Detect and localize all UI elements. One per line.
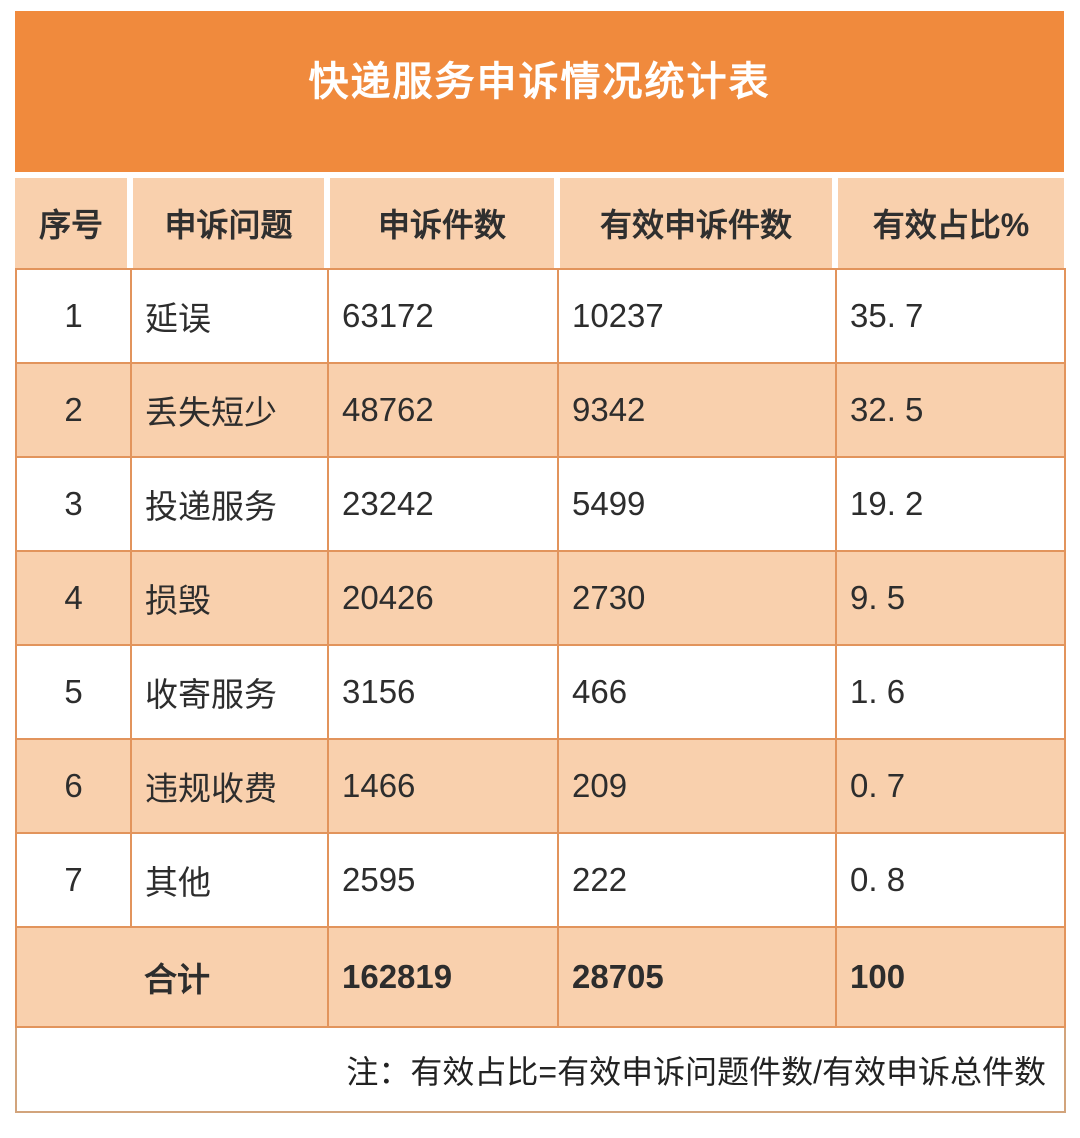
table-row: 5 收寄服务 3156 466 1. 6 bbox=[15, 644, 1066, 740]
cell-valid: 2730 bbox=[557, 550, 837, 646]
cell-issue: 投递服务 bbox=[130, 456, 329, 552]
cell-pct: 0. 7 bbox=[835, 738, 1066, 834]
cell-count: 3156 bbox=[327, 644, 559, 740]
table-row: 2 丢失短少 48762 9342 32. 5 bbox=[15, 362, 1066, 458]
cell-count: 20426 bbox=[327, 550, 559, 646]
cell-valid: 9342 bbox=[557, 362, 837, 458]
data-table: 1 延误 63172 10237 35. 7 2 丢失短少 48762 9342… bbox=[15, 268, 1066, 1113]
total-row: 合计 162819 28705 100 bbox=[15, 926, 1066, 1028]
table-row: 1 延误 63172 10237 35. 7 bbox=[15, 268, 1066, 364]
cell-issue: 丢失短少 bbox=[130, 362, 329, 458]
table-row: 4 损毁 20426 2730 9. 5 bbox=[15, 550, 1066, 646]
title-banner: 快递服务申诉情况统计表 bbox=[15, 11, 1064, 172]
header-cell-issue: 申诉问题 bbox=[133, 178, 324, 268]
table-header-row: 序号 申诉问题 申诉件数 有效申诉件数 有效占比% bbox=[15, 178, 1064, 268]
cell-count: 48762 bbox=[327, 362, 559, 458]
footnote-text: 注：有效占比=有效申诉问题件数/有效申诉总件数 bbox=[15, 1026, 1066, 1113]
total-count-cell: 162819 bbox=[327, 926, 559, 1028]
cell-no: 7 bbox=[15, 832, 132, 928]
header-cell-no: 序号 bbox=[15, 178, 127, 268]
cell-issue: 延误 bbox=[130, 268, 329, 364]
cell-pct: 0. 8 bbox=[835, 832, 1066, 928]
note-row: 注：有效占比=有效申诉问题件数/有效申诉总件数 bbox=[15, 1026, 1066, 1113]
cell-no: 2 bbox=[15, 362, 132, 458]
total-label: 合计 bbox=[15, 926, 329, 1028]
header-cell-pct: 有效占比% bbox=[838, 178, 1064, 268]
table-row: 7 其他 2595 222 0. 8 bbox=[15, 832, 1066, 928]
total-pct-cell: 100 bbox=[835, 926, 1066, 1028]
cell-pct: 35. 7 bbox=[835, 268, 1066, 364]
cell-valid: 10237 bbox=[557, 268, 837, 364]
header-cell-count: 申诉件数 bbox=[330, 178, 554, 268]
cell-valid: 209 bbox=[557, 738, 837, 834]
cell-issue: 其他 bbox=[130, 832, 329, 928]
cell-issue: 违规收费 bbox=[130, 738, 329, 834]
cell-count: 23242 bbox=[327, 456, 559, 552]
cell-pct: 1. 6 bbox=[835, 644, 1066, 740]
cell-valid: 466 bbox=[557, 644, 837, 740]
cell-no: 3 bbox=[15, 456, 132, 552]
cell-pct: 19. 2 bbox=[835, 456, 1066, 552]
cell-no: 4 bbox=[15, 550, 132, 646]
cell-issue: 收寄服务 bbox=[130, 644, 329, 740]
cell-valid: 5499 bbox=[557, 456, 837, 552]
page-title: 快递服务申诉情况统计表 bbox=[308, 59, 771, 104]
table-row: 6 违规收费 1466 209 0. 7 bbox=[15, 738, 1066, 834]
cell-pct: 32. 5 bbox=[835, 362, 1066, 458]
cell-valid: 222 bbox=[557, 832, 837, 928]
cell-count: 63172 bbox=[327, 268, 559, 364]
cell-count: 1466 bbox=[327, 738, 559, 834]
total-valid-cell: 28705 bbox=[557, 926, 837, 1028]
cell-no: 6 bbox=[15, 738, 132, 834]
cell-count: 2595 bbox=[327, 832, 559, 928]
header-cell-valid: 有效申诉件数 bbox=[560, 178, 832, 268]
cell-issue: 损毁 bbox=[130, 550, 329, 646]
cell-no: 5 bbox=[15, 644, 132, 740]
table-row: 3 投递服务 23242 5499 19. 2 bbox=[15, 456, 1066, 552]
cell-pct: 9. 5 bbox=[835, 550, 1066, 646]
cell-no: 1 bbox=[15, 268, 132, 364]
